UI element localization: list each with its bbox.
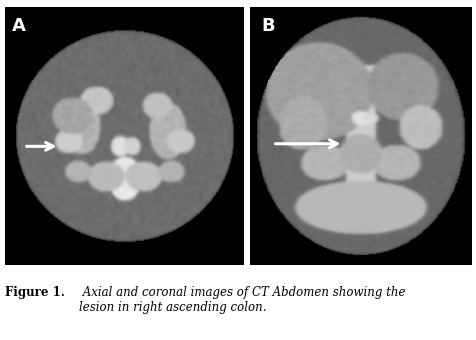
Text: A: A	[12, 17, 26, 35]
Text: B: B	[261, 17, 275, 35]
Text: Figure 1.: Figure 1.	[5, 286, 65, 299]
Text: Axial and coronal images of CT Abdomen showing the
lesion in right ascending col: Axial and coronal images of CT Abdomen s…	[79, 286, 404, 314]
